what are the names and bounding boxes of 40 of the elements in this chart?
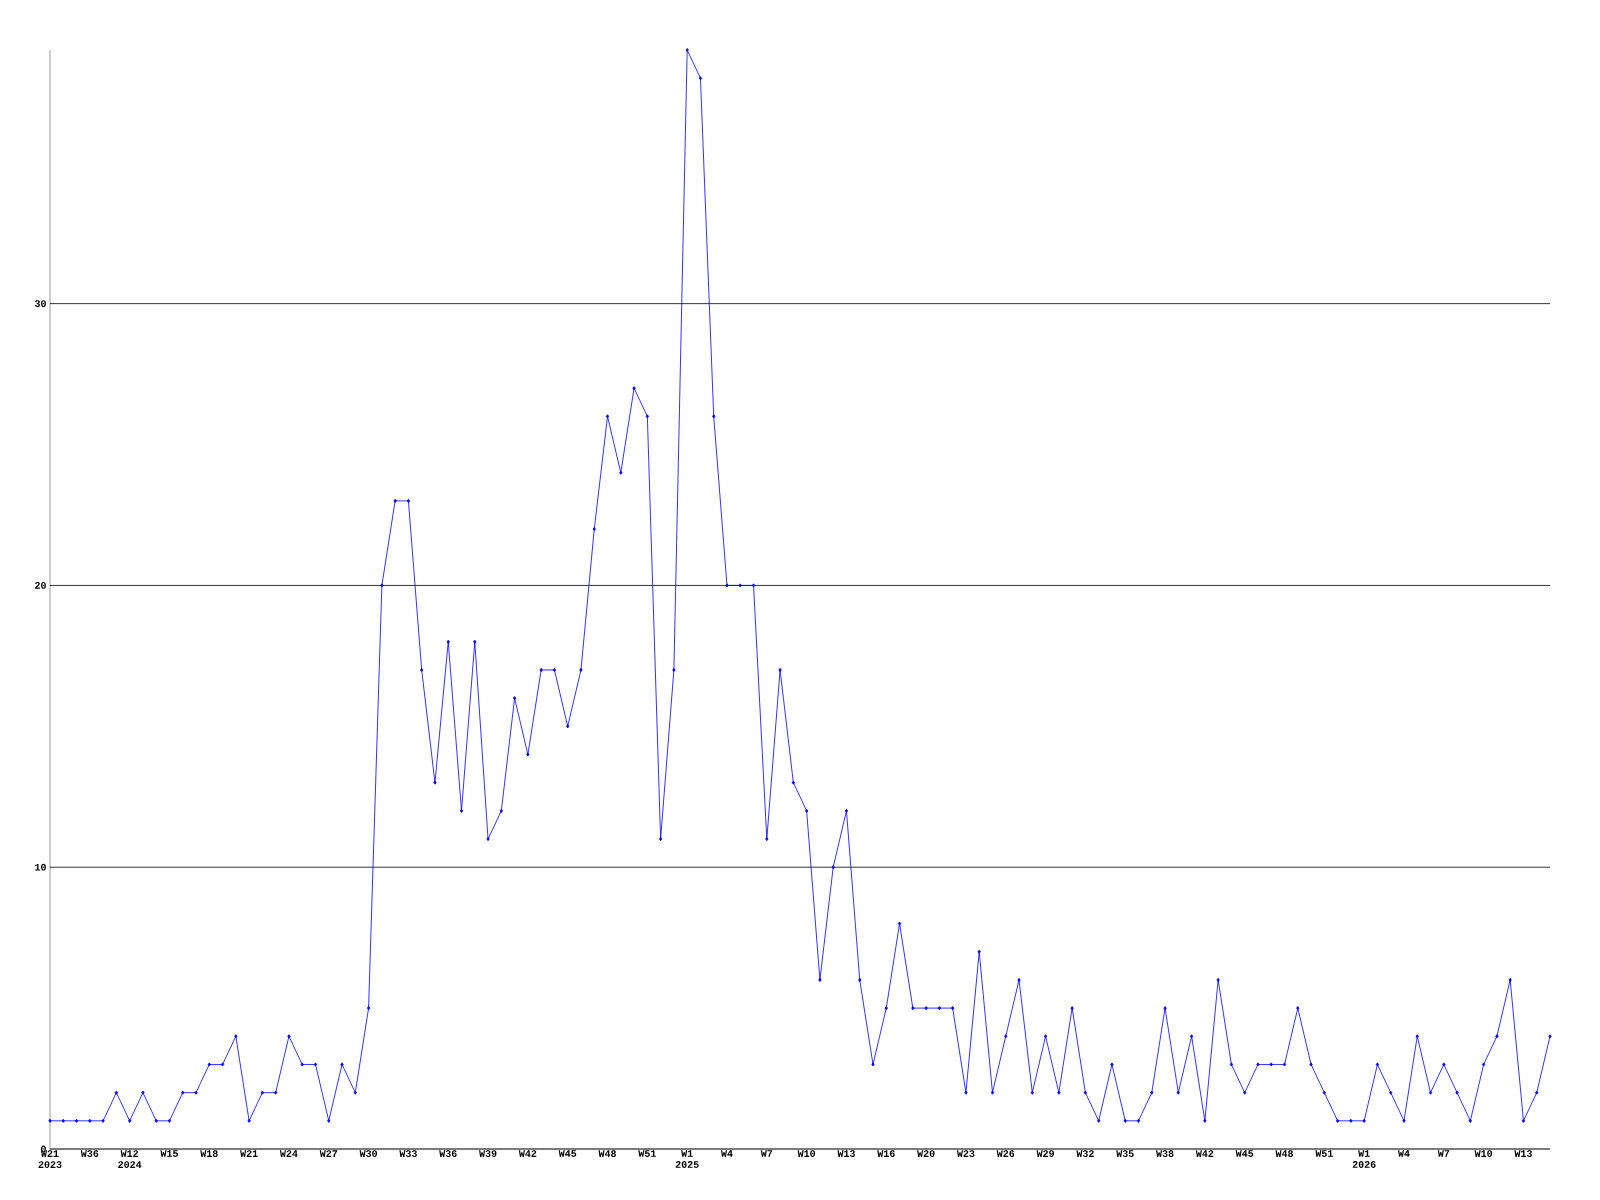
x-tick-label: W15 [160, 1150, 178, 1157]
x-tick-label: W1 2026 [1352, 1150, 1376, 1168]
y-tick-label: 20 [35, 582, 46, 589]
x-tick-label: W48 [1275, 1150, 1293, 1157]
x-tick-label: W51 [638, 1150, 656, 1157]
x-tick-label: W21 [240, 1150, 258, 1157]
x-tick-label: W1 2025 [675, 1150, 699, 1168]
x-tick-label: W13 [1514, 1150, 1532, 1157]
x-tick-label: W36 [439, 1150, 457, 1157]
x-tick-label: W27 [319, 1150, 338, 1157]
x-tick-label: W42 [1195, 1150, 1214, 1157]
y-tick-label: 30 [34, 300, 46, 308]
x-tick-label: W18 [200, 1150, 218, 1157]
x-tick-label: W48 [598, 1150, 616, 1157]
x-tick-label: W32 [1076, 1150, 1094, 1157]
x-tick-label: W12 2024 [118, 1150, 142, 1168]
x-tick-label: W45 [1235, 1150, 1254, 1157]
x-tick-label: W39 [479, 1150, 497, 1157]
x-tick-label: W10 [1474, 1150, 1493, 1157]
x-tick-label: W20 [917, 1150, 935, 1157]
x-tick-label: W36 [80, 1150, 99, 1157]
x-tick-label: W10 [797, 1150, 816, 1157]
x-tick-label: W38 [1156, 1150, 1174, 1157]
x-tick-label: W4 [721, 1150, 733, 1157]
x-tick-label: W7 [1437, 1150, 1450, 1157]
x-tick-label: W13 [837, 1150, 855, 1157]
x-tick-label: W51 [1315, 1150, 1333, 1157]
x-tick-label: W42 [518, 1150, 537, 1157]
x-tick-label: W30 [359, 1150, 378, 1157]
x-tick-label: W29 [1036, 1150, 1054, 1157]
x-tick-label: W26 [996, 1150, 1015, 1157]
x-tick-label: W7 [760, 1150, 773, 1157]
x-tick-label: W23 [956, 1150, 975, 1157]
x-tick-label: W4 [1397, 1150, 1410, 1157]
x-tick-label: W45 [558, 1150, 577, 1157]
x-tick-label: W33 [399, 1150, 417, 1157]
x-tick-label: W35 [1116, 1150, 1134, 1157]
x-tick-label: W16 [877, 1150, 895, 1157]
y-tick-label: 10 [35, 863, 46, 871]
x-tick-label: W24 [279, 1150, 298, 1157]
